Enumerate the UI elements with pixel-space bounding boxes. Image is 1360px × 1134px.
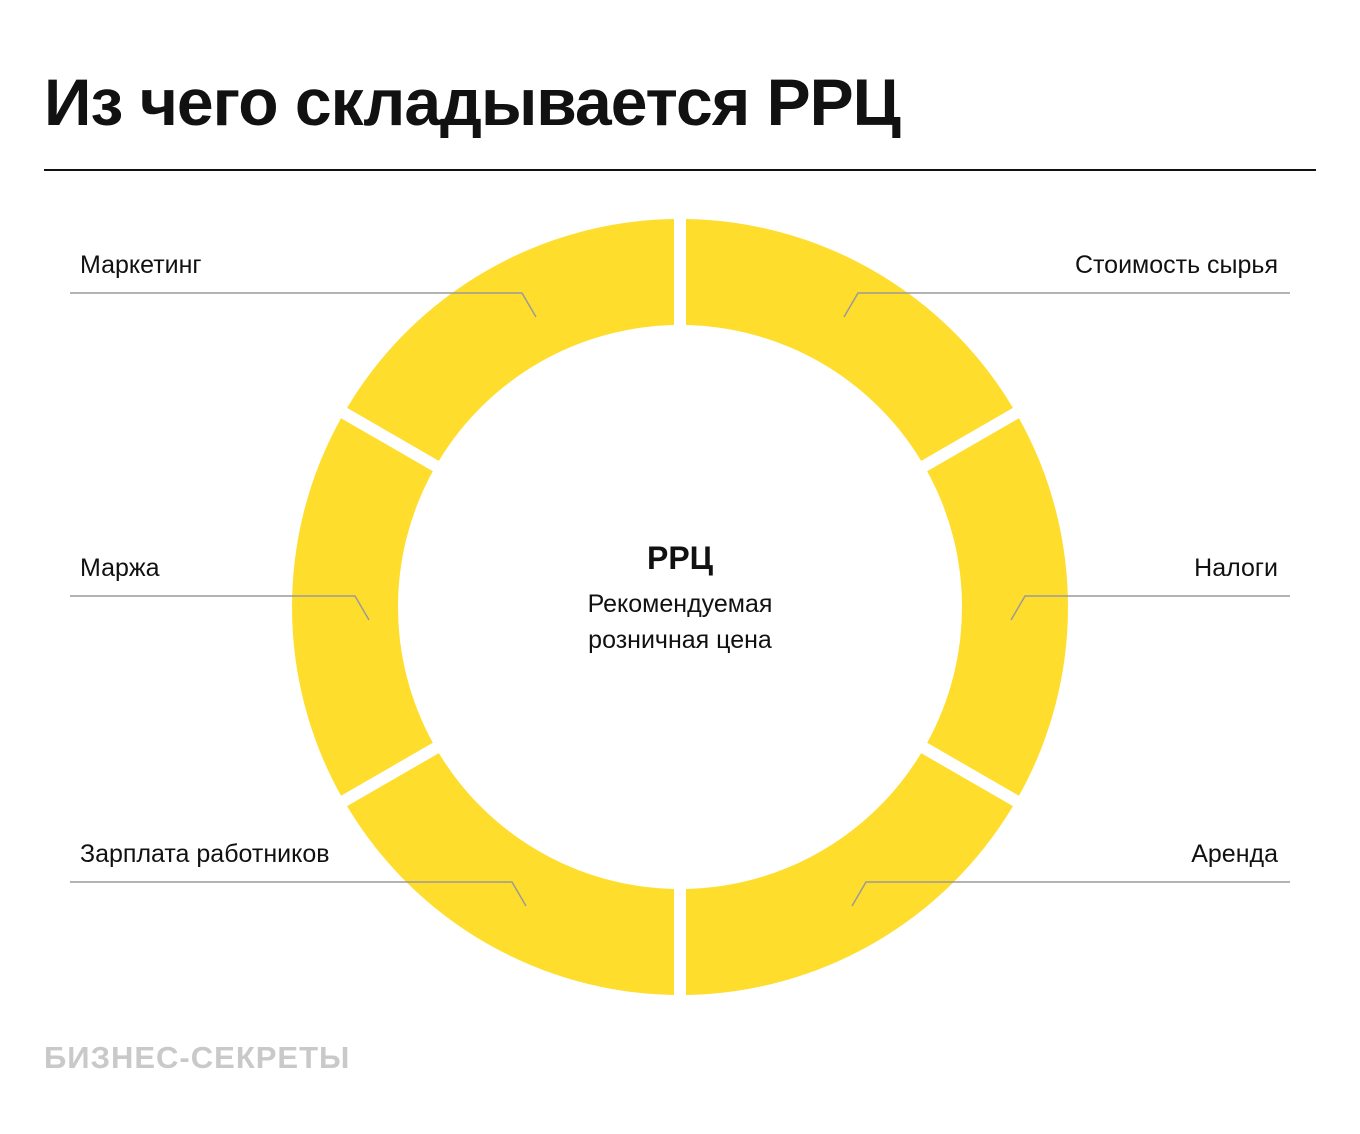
leader-line-left-bottom — [70, 881, 527, 907]
leader-lines — [70, 292, 1290, 907]
leader-line-left-middle — [70, 595, 370, 621]
page-title: Из чего складывается РРЦ — [44, 65, 901, 139]
center-subtitle: Рекомендуемая розничная цена — [480, 586, 880, 658]
label-raw-materials: Стоимость сырья — [1074, 251, 1278, 279]
ring-segment-left-top — [347, 219, 674, 461]
label-taxes: Налоги — [1194, 554, 1278, 582]
leader-line-right-top — [843, 292, 1290, 318]
leader-line-right-middle — [1010, 595, 1290, 621]
ring-segment-right-middle — [927, 418, 1069, 796]
ring-segment-right-top — [686, 219, 1013, 461]
center-title: РРЦ — [646, 540, 714, 576]
label-marketing: Маркетинг — [80, 251, 202, 279]
ring-segment-left-middle — [291, 418, 433, 796]
ring-segments — [291, 219, 1069, 995]
ring-segment-left-bottom — [347, 753, 674, 995]
leader-line-right-bottom — [851, 881, 1290, 907]
leader-line-left-top — [70, 292, 537, 318]
center-caption: РРЦ Рекомендуемая розничная цена — [480, 538, 880, 658]
title-divider — [44, 169, 1316, 171]
ring-segment-right-bottom — [686, 753, 1013, 995]
brand-logo: БИЗНЕС-СЕКРЕТЫ — [44, 1040, 351, 1075]
label-margin: Маржа — [80, 554, 160, 582]
label-salary: Зарплата работников — [80, 840, 330, 868]
label-rent: Аренда — [1191, 840, 1278, 868]
center-subtitle-line-2: розничная цена — [588, 626, 772, 654]
center-subtitle-line-1: Рекомендуемая — [587, 590, 773, 618]
